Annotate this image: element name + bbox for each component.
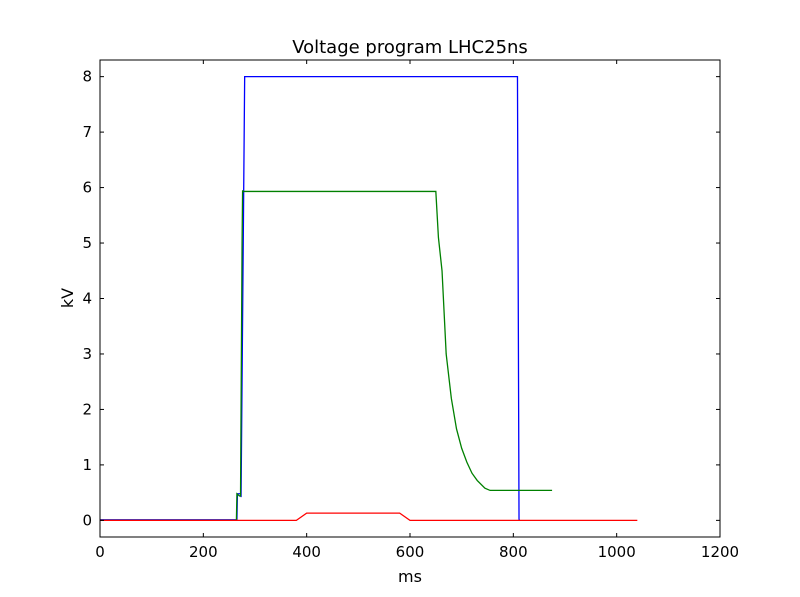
ticks-layer: 0 200 400 600 800 1000 1200 0 1 2 3 4 5 6 7 8 — [82, 60, 739, 561]
y-tick-label: 5 — [82, 234, 92, 252]
x-tick-label: 1000 — [598, 543, 636, 561]
series-line-3 — [100, 512, 638, 522]
x-axis-label: ms — [398, 567, 422, 586]
y-axis-label: kV — [58, 288, 77, 308]
y-tick-label: 2 — [82, 400, 92, 418]
y-tick-label: 1 — [82, 456, 92, 474]
y-tick-label: 3 — [82, 345, 92, 363]
y-tick-label: 0 — [82, 511, 92, 529]
y-tick-label: 6 — [82, 179, 92, 197]
chart-title: Voltage program LHC25ns — [292, 37, 528, 58]
x-tick-label: 800 — [499, 543, 528, 561]
plot-frame — [99, 59, 721, 538]
series-line-2 — [100, 190, 553, 522]
x-tick-label: 600 — [396, 543, 425, 561]
y-tick-label: 4 — [82, 290, 92, 308]
series-line-1 — [100, 75, 521, 521]
y-tick-label: 8 — [82, 68, 92, 86]
x-tick-label: 200 — [189, 543, 218, 561]
y-tick-label: 7 — [82, 123, 92, 141]
x-tick-label: 0 — [95, 543, 105, 561]
x-tick-label: 1200 — [701, 543, 739, 561]
x-tick-label: 400 — [292, 543, 321, 561]
series-layer — [100, 75, 638, 522]
